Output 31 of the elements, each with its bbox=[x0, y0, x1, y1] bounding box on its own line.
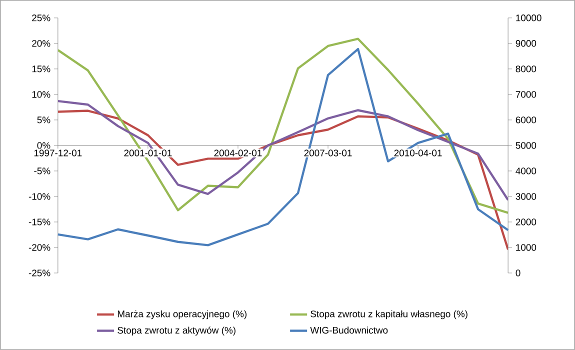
y-tick-label: 20% bbox=[32, 40, 50, 47]
y-tick-label: 5% bbox=[37, 116, 50, 124]
x-tick-label: 2004-02-01 bbox=[214, 150, 262, 156]
y2-tick-label: 10000 bbox=[516, 14, 542, 22]
x-tick-label: 2001-01-01 bbox=[124, 150, 172, 156]
legend-label: Stopa zwrotu z kapitału własnego (%) bbox=[310, 310, 468, 320]
y-tick-label: -5% bbox=[34, 168, 50, 174]
y-tick-label: -25% bbox=[28, 270, 50, 276]
x-tick-label: 1997-12-01 bbox=[34, 150, 82, 156]
legend-label: Marża zysku operacyjnego (%) bbox=[118, 310, 247, 320]
x-tick-label: 2007-03-01 bbox=[304, 150, 352, 156]
y2-tick-label: 8000 bbox=[516, 66, 536, 72]
y2-tick-label: 5000 bbox=[516, 142, 536, 149]
y-tick-label: 15% bbox=[32, 66, 50, 72]
y2-tick-label: 4000 bbox=[516, 168, 536, 174]
y2-tick-label: 1000 bbox=[516, 244, 536, 251]
y2-tick-label: 3000 bbox=[516, 193, 536, 200]
legend-label: Stopa zwrotu z aktywów (%) bbox=[118, 326, 236, 336]
x-tick-label: 2010-04-01 bbox=[394, 150, 442, 156]
y-tick-label: -20% bbox=[28, 244, 50, 251]
y-tick-label: 10% bbox=[32, 91, 50, 98]
y2-tick-label: 9000 bbox=[516, 40, 536, 47]
y-tick-label: -10% bbox=[28, 193, 50, 200]
legend-label: WIG-Budownictwo bbox=[310, 326, 388, 334]
y2-tick-label: 0 bbox=[516, 270, 520, 276]
y2-tick-label: 6000 bbox=[516, 116, 536, 124]
y-tick-label: -15% bbox=[28, 218, 50, 226]
y-tick-label: 25% bbox=[32, 14, 50, 22]
y2-tick-label: 2000 bbox=[516, 218, 536, 226]
y-tick-label: 0% bbox=[37, 142, 50, 149]
y2-tick-label: 7000 bbox=[516, 91, 536, 98]
